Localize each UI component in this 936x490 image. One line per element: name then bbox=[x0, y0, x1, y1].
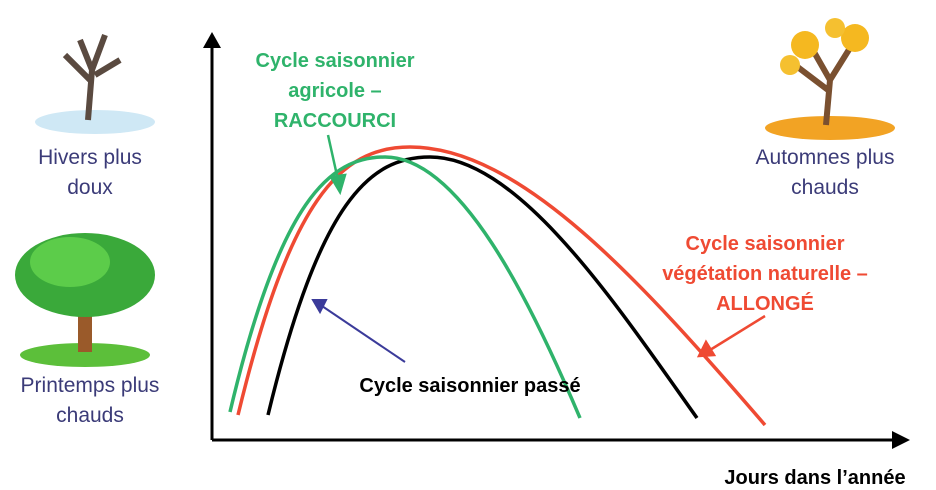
arrow-red bbox=[696, 314, 766, 358]
tree-spring bbox=[15, 233, 155, 367]
tree-winter bbox=[35, 33, 155, 134]
curve-natural bbox=[236, 145, 767, 427]
axis-label: Jours dans l’année bbox=[724, 467, 905, 489]
label-autumn: Automnes plus chauds bbox=[756, 146, 895, 199]
curve-past bbox=[266, 155, 699, 420]
label-agricultural: Cycle saisonnier agricole – RACCOURCI bbox=[256, 50, 415, 132]
tree-autumn bbox=[765, 18, 895, 140]
curve-agricultural bbox=[228, 155, 582, 419]
arrow-green bbox=[326, 134, 347, 196]
axes bbox=[203, 32, 910, 449]
arrow-blue bbox=[311, 299, 406, 363]
label-winter: Hivers plus doux bbox=[38, 146, 142, 199]
label-past: Cycle saisonnier passé bbox=[359, 375, 580, 397]
label-natural: Cycle saisonnier végétation naturelle – AL… bbox=[662, 233, 868, 315]
label-spring: Printemps plus chauds bbox=[21, 374, 160, 427]
